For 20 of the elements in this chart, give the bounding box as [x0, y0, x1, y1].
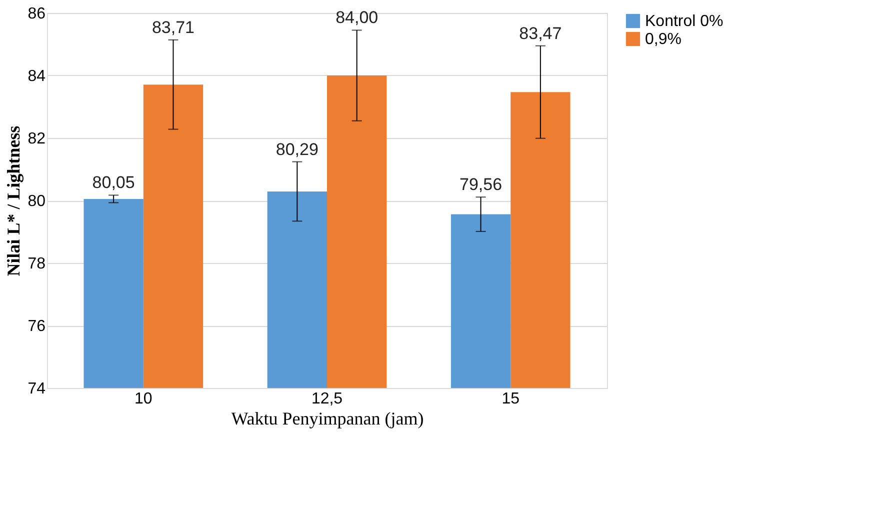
data-label: 83,71 [152, 18, 195, 37]
y-axis-title: Nilai L* / Lightness [4, 126, 24, 276]
data-label: 80,29 [276, 140, 318, 159]
data-label: 84,00 [336, 8, 378, 28]
x-tick-label: 12,5 [311, 390, 343, 408]
x-tick-label: 15 [502, 390, 520, 408]
y-tick-label: 82 [28, 130, 46, 148]
data-label: 79,56 [459, 175, 502, 194]
y-tick-label: 78 [28, 256, 46, 272]
y-tick-label: 80 [28, 193, 46, 210]
data-label: 83,47 [519, 24, 562, 43]
legend-label: Kontrol 0% [645, 13, 724, 30]
y-tick-label: 86 [28, 6, 46, 22]
x-tick-label: 10 [134, 390, 152, 408]
legend-label: 0,9% [645, 31, 682, 48]
data-label: 80,05 [92, 173, 135, 192]
x-axis-title: Waktu Penyimpanan (jam) [231, 408, 424, 428]
y-tick-label: 76 [28, 318, 46, 335]
y-tick-label: 84 [28, 68, 46, 85]
y-tick-label: 74 [28, 380, 46, 398]
